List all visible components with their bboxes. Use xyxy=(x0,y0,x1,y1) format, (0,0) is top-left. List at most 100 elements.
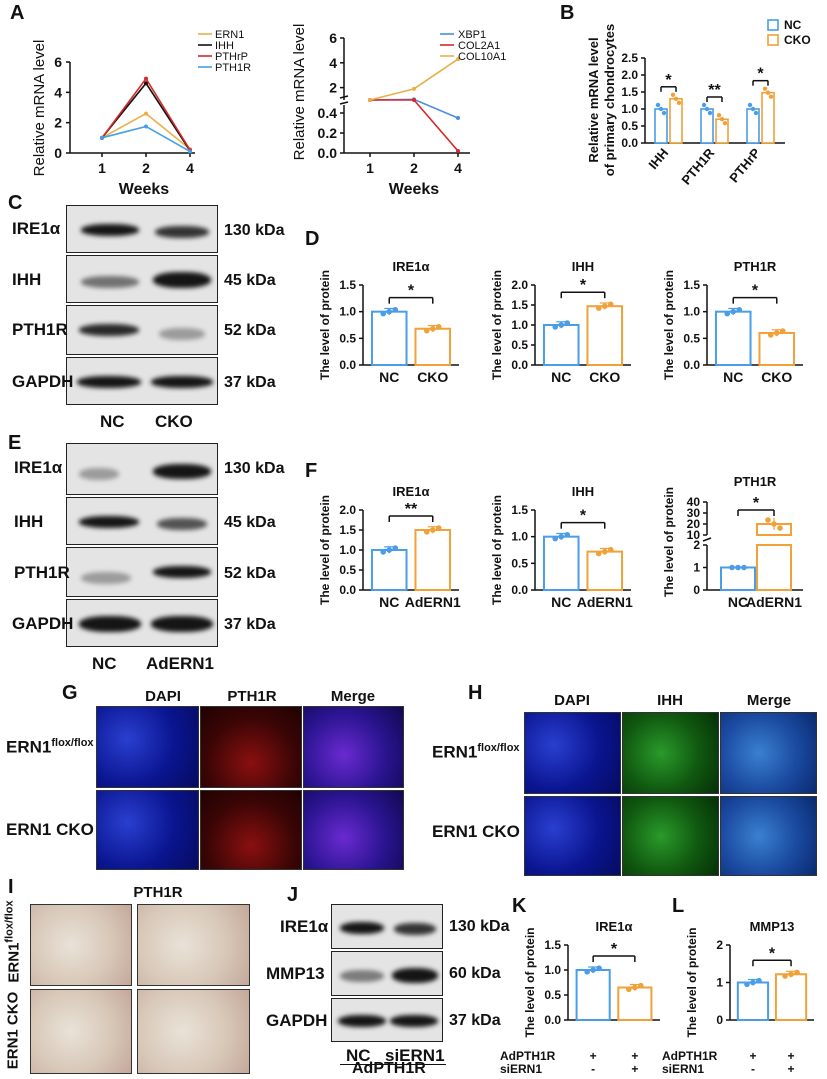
data-point xyxy=(392,306,399,313)
data-point xyxy=(765,90,771,95)
series-line xyxy=(370,99,459,152)
legend-swatch xyxy=(767,34,779,46)
y-axis-label: The level of protein xyxy=(490,495,504,605)
significance-mark: * xyxy=(580,277,587,294)
bar xyxy=(586,550,624,591)
data-point xyxy=(730,308,737,315)
y-tick-label: 2 xyxy=(693,538,700,552)
blot-row-label: IRE1α xyxy=(280,917,329,936)
blot-row-label: PTH1R xyxy=(14,563,70,582)
y-tick-label: 1.5 xyxy=(621,85,638,99)
data-point xyxy=(595,550,602,557)
panel-letter-h: H xyxy=(468,682,483,704)
chart-title: IHH xyxy=(572,259,594,274)
condition-label: AdPTH1R xyxy=(500,1049,556,1063)
y-tick-label: 20 xyxy=(687,517,701,531)
y-tick-label: 2.0 xyxy=(621,68,638,82)
chart-title: PTH1R xyxy=(734,474,777,489)
blot-row-label: IRE1α xyxy=(12,219,61,238)
y-tick-label: 1.5 xyxy=(339,278,356,292)
y-tick-label: 1.0 xyxy=(683,305,700,319)
panel-letter-e: E xyxy=(8,432,22,454)
data-point xyxy=(661,110,667,116)
significance-mark: ** xyxy=(708,82,721,99)
blot-band-strip xyxy=(66,599,218,647)
blot-kda: 130 kDa xyxy=(224,460,285,477)
x-tick-label: CKO xyxy=(417,369,448,385)
y-tick-label: 1.0 xyxy=(339,305,356,319)
blot-lane-label: NC xyxy=(346,1046,371,1065)
blot-kda: 130 kDa xyxy=(449,918,510,935)
x-tick-label: CKO xyxy=(761,369,792,385)
blot-lane-label: NC xyxy=(92,654,117,673)
y-tick-label: 0.0 xyxy=(511,583,528,597)
data-point xyxy=(724,310,731,317)
data-point xyxy=(456,57,460,62)
data-point xyxy=(584,969,590,975)
significance-mark: * xyxy=(752,283,759,300)
condition-label: siERN1 xyxy=(500,1062,542,1076)
row-label: ERN1flox/flox xyxy=(6,737,94,757)
data-point xyxy=(144,111,148,116)
micrograph-dapi xyxy=(524,712,621,794)
panel-letter-j: J xyxy=(287,884,299,906)
data-point xyxy=(707,110,713,116)
panel-letter-l: L xyxy=(672,895,685,917)
condition-label: AdPTH1R xyxy=(662,1049,718,1063)
bar xyxy=(720,566,756,591)
axis-break xyxy=(339,101,349,105)
y-tick-label: 0.5 xyxy=(683,331,700,345)
y-tick-label: 4 xyxy=(54,84,62,100)
data-point xyxy=(368,98,372,102)
y-tick-label: 0.0 xyxy=(339,358,356,372)
x-tick-label: 2 xyxy=(142,160,150,176)
row-label: ERN1flox/flox xyxy=(432,742,520,762)
blot-kda: 60 kDa xyxy=(449,965,501,982)
legend-label: XBP1 xyxy=(458,29,486,41)
blot-kda: 45 kDa xyxy=(224,514,276,531)
y-tick-label: 4 xyxy=(329,55,337,71)
condition-value: + xyxy=(590,1049,597,1063)
y-tick-label: 0.0 xyxy=(511,358,528,372)
micrograph-ihh xyxy=(622,712,719,794)
data-point xyxy=(607,546,614,553)
data-point xyxy=(595,305,602,311)
legend-label: ERN1 xyxy=(215,29,244,41)
data-point xyxy=(729,564,735,571)
blot-kda: 37 kDa xyxy=(224,374,276,391)
column-header: IHH xyxy=(657,692,683,709)
y-tick-label: 2 xyxy=(54,115,62,131)
bar xyxy=(414,529,452,591)
data-point xyxy=(670,92,676,98)
data-point xyxy=(558,533,565,540)
panel-letter-a: A xyxy=(10,2,25,24)
data-point xyxy=(673,96,679,102)
significance-mark: * xyxy=(753,495,760,512)
bar xyxy=(774,973,808,1021)
micrograph-merge xyxy=(720,796,817,876)
data-point xyxy=(380,549,387,555)
x-tick-label: CKO xyxy=(589,369,620,385)
bar xyxy=(542,324,580,366)
micrograph-ihc xyxy=(137,989,250,1074)
x-tick-label: 4 xyxy=(454,160,462,176)
micrograph-dapi xyxy=(96,790,199,870)
y-tick-label: 1 xyxy=(693,561,700,575)
y-tick-label: 0.5 xyxy=(621,119,638,133)
micrograph-dapi xyxy=(524,796,621,876)
y-tick-label: 0 xyxy=(54,145,62,161)
data-point xyxy=(386,547,393,553)
data-point xyxy=(392,545,399,551)
chart-title: IRE1α xyxy=(393,484,430,499)
data-point xyxy=(380,310,387,317)
data-point xyxy=(753,110,759,116)
y-axis-label: The level of protein xyxy=(318,270,332,380)
y-tick-label: 30 xyxy=(687,506,701,520)
y-tick-label: 1.5 xyxy=(511,503,528,517)
micrograph-merge xyxy=(720,712,817,794)
blot-lane-label: AdERN1 xyxy=(146,654,215,673)
panel-letter-g: G xyxy=(62,682,78,704)
y-tick-label: 40 xyxy=(687,495,701,509)
condition-value: - xyxy=(751,1062,755,1076)
blot-kda: 52 kDa xyxy=(224,322,276,339)
